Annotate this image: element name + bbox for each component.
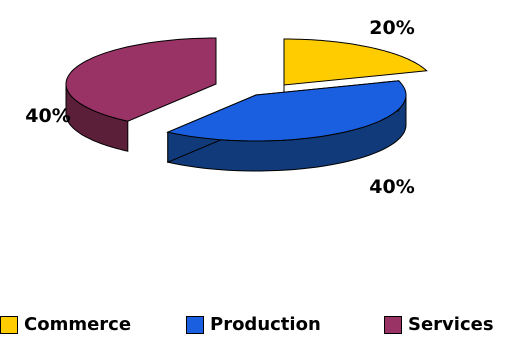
- legend-item-production: Production: [186, 314, 321, 335]
- pie-chart: 20% 40% 40%: [25, 17, 428, 198]
- slice-label-production: 40%: [369, 176, 414, 198]
- slice-services: [65, 37, 217, 122]
- slice-commerce: [283, 38, 428, 86]
- legend-label-production: Production: [210, 314, 321, 335]
- legend-swatch-production: [186, 315, 204, 334]
- legend-item-commerce: Commerce: [0, 314, 131, 335]
- slice-label-commerce: 20%: [369, 17, 414, 39]
- legend-item-services: Services: [384, 314, 494, 335]
- legend-label-commerce: Commerce: [24, 314, 132, 335]
- slice-production: [166, 80, 407, 142]
- legend: Commerce Production Services: [0, 314, 523, 340]
- legend-swatch-commerce: [0, 315, 18, 334]
- legend-swatch-services: [384, 315, 402, 334]
- slice-label-services: 40%: [25, 105, 70, 127]
- legend-label-services: Services: [408, 314, 494, 335]
